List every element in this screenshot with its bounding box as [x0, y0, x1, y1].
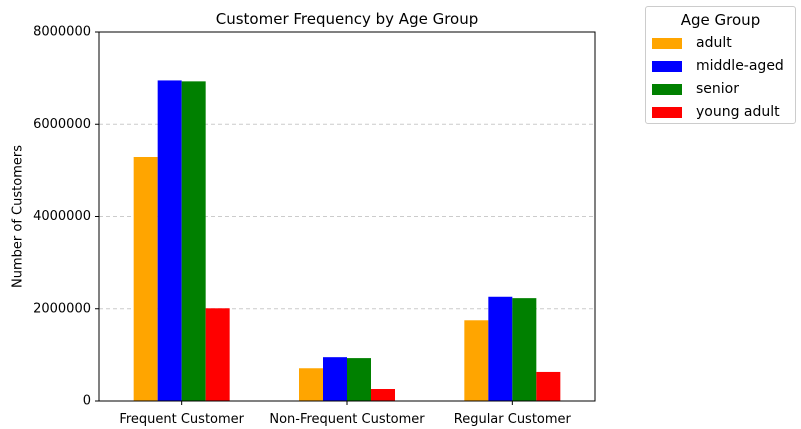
- plot-frame: [98, 31, 596, 402]
- legend-swatch: [652, 60, 682, 72]
- y-tick-label: 4000000: [33, 209, 91, 224]
- bar-senior-1: [181, 81, 206, 401]
- legend-item-young-adult: young adult: [652, 102, 780, 122]
- legend-swatch: [652, 83, 682, 95]
- legend-label: adult: [696, 35, 732, 51]
- legend-item-adult: adult: [652, 33, 732, 53]
- x-axis: Frequent Customer Non-Frequent Customer Re…: [119, 401, 572, 427]
- legend-label: young adult: [696, 104, 780, 120]
- bar-middle-aged-2: [323, 357, 347, 401]
- y-axis-label: Number of Customers: [11, 145, 26, 288]
- x-tick-label: Non-Frequent Customer: [269, 412, 425, 427]
- bar-young-adult-1: [205, 308, 230, 401]
- legend-swatch: [652, 37, 682, 49]
- chart-title: Customer Frequency by Age Group: [216, 10, 479, 28]
- x-tick-label: Frequent Customer: [119, 412, 244, 427]
- legend-swatch: [652, 106, 682, 118]
- y-tick-label: 8000000: [33, 25, 91, 40]
- bar-adult-3: [464, 320, 489, 401]
- bar-middle-aged-1: [157, 80, 182, 402]
- y-axis: 0 2000000 4000000 6000000 8000000: [33, 25, 99, 409]
- y-tick-label: 6000000: [33, 117, 91, 132]
- bar-adult-2: [299, 368, 323, 401]
- legend-label: senior: [696, 81, 739, 97]
- bar-middle-aged-3: [488, 296, 513, 401]
- y-tick-label: 0: [83, 394, 91, 409]
- bar-young-adult-3: [536, 371, 561, 401]
- legend-title: Age Group: [680, 11, 761, 29]
- bar-adult-1: [133, 156, 158, 401]
- bar-senior-2: [347, 358, 371, 401]
- legend-item-senior: senior: [652, 79, 739, 99]
- y-tick-label: 2000000: [33, 301, 91, 316]
- x-tick-label: Regular Customer: [454, 412, 572, 427]
- bars: [133, 80, 561, 402]
- legend-item-middle-aged: middle-aged: [652, 56, 784, 76]
- bar-senior-3: [512, 298, 537, 401]
- legend: Age Group adult middle-aged senior young ad…: [645, 6, 796, 124]
- bar-young-adult-2: [371, 389, 395, 401]
- legend-label: middle-aged: [696, 58, 784, 74]
